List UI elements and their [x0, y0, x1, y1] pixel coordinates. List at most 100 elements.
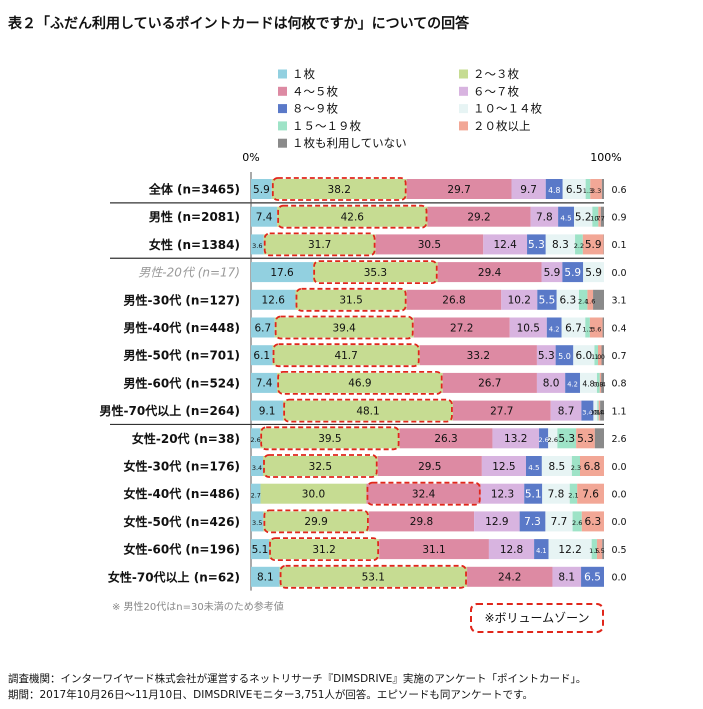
- legend-swatch: [459, 86, 468, 96]
- bar-segment: [524, 483, 543, 504]
- data-label: 6.1: [253, 350, 270, 362]
- volume-zone-highlight: [295, 287, 407, 312]
- bar-segment: [527, 234, 546, 255]
- data-label-none: 0.0: [611, 268, 626, 279]
- data-label: 8.1: [257, 572, 274, 584]
- bar-segment: [597, 400, 599, 421]
- bar-segment: [379, 539, 489, 560]
- survey-info-line: 期間：2017年10月26日〜11月10日、DIMSDRIVEモニター3,751…: [8, 689, 533, 701]
- data-label: 6.3: [559, 295, 576, 307]
- bar-segment: [548, 539, 592, 560]
- bar-segment: [251, 372, 278, 393]
- data-label: 2.6: [250, 436, 260, 444]
- bar-segment: [251, 317, 275, 338]
- bar-segment: [600, 206, 604, 227]
- bar-segment: [467, 566, 553, 587]
- legend-label: ８〜９枚: [292, 102, 338, 116]
- data-label: 5.5: [539, 295, 556, 307]
- bar-segment: [556, 289, 579, 310]
- data-label: 6.7: [565, 322, 582, 334]
- bar-segment: [263, 456, 378, 476]
- data-label: 35.3: [364, 267, 387, 279]
- volume-zone-highlight: [269, 537, 380, 561]
- data-label: 30.0: [302, 489, 325, 501]
- data-label: 12.9: [485, 516, 508, 528]
- data-label: 5.9: [585, 267, 602, 279]
- row-label: 女性-20代 (n=38): [132, 431, 240, 446]
- volume-zone-legend: ※ボリュームゾーン: [470, 603, 604, 633]
- bar-segment: [602, 539, 604, 560]
- legend-label: １枚: [292, 67, 315, 81]
- bar-row: 女性 (n=1384) 3.6 31.7 30.5 12.4 5.3 8.3 2.2 5.9 0.…: [149, 232, 627, 257]
- bar-segment: [251, 566, 280, 587]
- data-label: 12.5: [492, 461, 515, 473]
- bar-segment: [577, 483, 604, 504]
- bar-segment: [565, 372, 580, 393]
- bar-segment: [546, 317, 562, 338]
- bar-segment: [581, 511, 604, 532]
- bar-segment: [366, 483, 481, 504]
- bar-row: 男性-40代 (n=448) 6.7 39.4 27.2 10.5 4.2 6.7 1.33.…: [124, 315, 627, 340]
- volume-zone-highlight: [263, 232, 376, 257]
- bar-segment: [492, 428, 540, 449]
- bar-segment: [251, 428, 261, 449]
- bar-segment: [474, 511, 520, 532]
- data-label: 7.4: [256, 212, 273, 224]
- row-label: 女性-40代 (n=486): [124, 486, 240, 501]
- volume-zone-highlight: [277, 370, 443, 395]
- volume-zone-highlight: [277, 204, 428, 229]
- data-label: 4.2: [549, 325, 560, 333]
- bar-segment: [573, 345, 595, 366]
- axis-label-end: 100%: [590, 151, 621, 164]
- legend-label: ４〜５枚: [292, 84, 338, 98]
- bar-segment: [295, 289, 407, 310]
- data-label-none: 0.0: [611, 490, 626, 501]
- volume-zone-highlight: [279, 564, 467, 589]
- data-label: 32.5: [309, 461, 332, 473]
- legend-label: ２０枚以上: [473, 119, 531, 133]
- bar-segment: [269, 539, 380, 560]
- data-label: 1.6: [585, 298, 595, 306]
- legend-swatch: [459, 69, 468, 79]
- bar-segment: [413, 317, 510, 338]
- bar-segment: [579, 372, 597, 393]
- data-label-none: 3.1: [611, 296, 626, 307]
- bar-row: 女性-20代 (n=38) 2.6 39.5 26.3 13.2 2.62.6 5.3 5.3…: [132, 426, 627, 451]
- data-label: 4.8: [548, 186, 560, 195]
- bar-segment: [576, 428, 595, 449]
- data-label: 2.3: [571, 464, 581, 472]
- data-label: 12.6: [262, 295, 286, 307]
- bar-row: 全体 (n=3465) 5.9 38.2 29.7 9.7 4.8 6.5 1.33.3 0.6: [148, 177, 627, 201]
- data-label: 5.9: [564, 267, 581, 279]
- data-label: 2.6: [548, 436, 558, 444]
- bar-segment: [452, 400, 551, 421]
- bar-row: 男性-60代 (n=524) 7.4 46.9 26.7 8.0 4.2 4.80.80.4…: [124, 370, 627, 395]
- bar-segment: [481, 456, 526, 476]
- data-label: 33.2: [467, 350, 490, 362]
- volume-zone-highlight: [260, 426, 400, 451]
- data-label: 3.3: [591, 187, 601, 195]
- bar-segment: [602, 317, 604, 338]
- data-label: 3.4: [252, 464, 262, 472]
- bar-segment: [263, 511, 369, 532]
- bar-segment: [501, 289, 538, 310]
- legend-swatch: [278, 121, 287, 131]
- data-label: 5.2: [575, 212, 592, 224]
- bar-segment: [592, 206, 599, 227]
- bar-segment: [596, 539, 603, 560]
- bar-segment: [545, 179, 563, 199]
- data-label: 12.4: [493, 239, 517, 251]
- data-label: 38.2: [328, 184, 351, 196]
- data-label: 0.8: [593, 381, 603, 389]
- bar-segment: [596, 372, 600, 393]
- bar-segment: [539, 428, 549, 449]
- bar-segment: [427, 206, 531, 227]
- bar-segment: [251, 206, 278, 227]
- bar-segment: [575, 234, 583, 255]
- bar-segment: [251, 234, 264, 255]
- data-label: 8.0: [543, 378, 560, 390]
- data-label: 53.1: [362, 572, 385, 584]
- bar-segment: [587, 289, 594, 310]
- data-label: 48.1: [356, 405, 379, 417]
- row-label: 男性-70代以上 (n=264): [100, 403, 240, 418]
